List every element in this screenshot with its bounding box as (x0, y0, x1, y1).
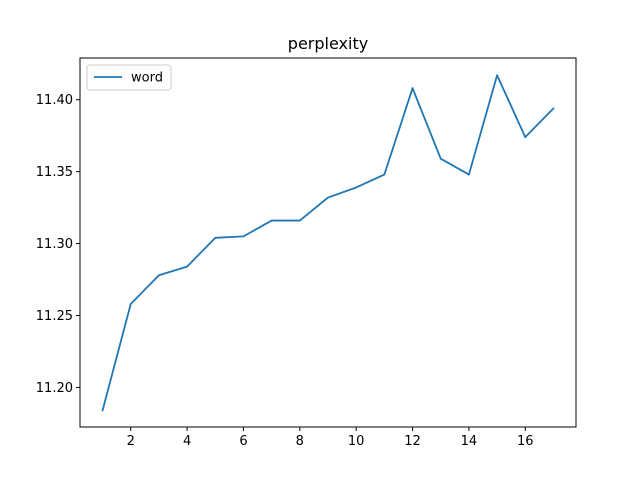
x-axis-ticks: 2 4 6 8 10 12 14 16 (127, 427, 534, 449)
data-point (242, 235, 245, 238)
data-point (270, 219, 273, 222)
x-tick-label: 12 (404, 434, 421, 449)
data-point (496, 74, 498, 77)
x-tick-label: 6 (239, 434, 247, 449)
data-point (298, 219, 301, 222)
data-point (468, 173, 470, 176)
x-tick-label: 4 (183, 434, 191, 449)
y-tick-label: 11.40 (36, 93, 73, 108)
axes-frame (79, 57, 577, 428)
data-point (355, 186, 358, 189)
legend: word (86, 64, 172, 91)
x-tick-label: 8 (296, 434, 304, 449)
y-tick-label: 11.35 (36, 165, 73, 180)
data-point (552, 107, 555, 110)
data-point (524, 136, 527, 139)
x-tick-label: 14 (461, 434, 478, 449)
chart-title: perplexity (288, 34, 368, 53)
y-tick-label: 11.25 (36, 309, 73, 324)
data-point (101, 409, 104, 412)
x-tick-label: 16 (517, 434, 534, 449)
x-tick-label: 10 (348, 434, 365, 449)
y-tick-label: 11.20 (36, 381, 73, 396)
data-point (411, 87, 414, 90)
legend-box (86, 64, 172, 91)
data-point (129, 303, 132, 305)
data-point (383, 173, 386, 176)
data-point (214, 236, 217, 239)
series-layer (101, 74, 555, 412)
y-tick-label: 11.30 (36, 237, 73, 252)
legend-label-word: word (131, 71, 163, 86)
x-tick-label: 2 (127, 434, 135, 449)
data-point (327, 196, 329, 199)
data-point (158, 274, 160, 277)
y-axis-ticks: 11.20 11.25 11.30 11.35 11.40 (36, 93, 80, 396)
data-point (186, 265, 188, 268)
data-point (439, 157, 442, 160)
